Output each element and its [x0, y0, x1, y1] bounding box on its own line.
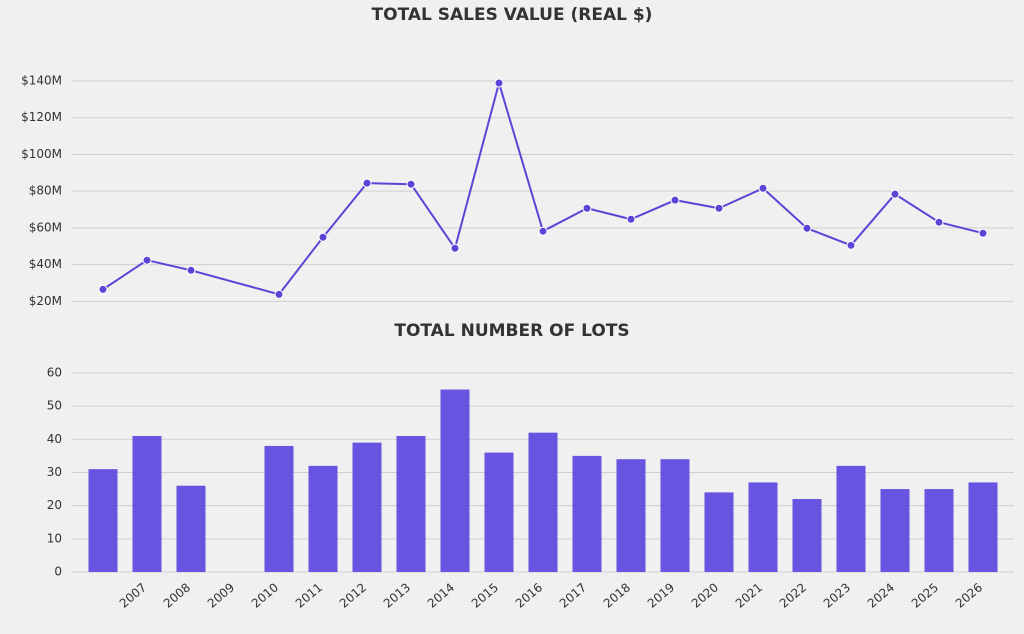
bar [484, 452, 514, 572]
y-tick-label: 0 [54, 565, 62, 579]
line-segment [146, 259, 192, 272]
point [714, 203, 724, 213]
y-tick-label: $60M [29, 220, 62, 234]
point [98, 284, 108, 294]
y-tick-label: 40 [47, 432, 62, 446]
x-tick-label: 2021 [733, 580, 765, 610]
x-tick-label: 2012 [337, 580, 369, 610]
point [318, 232, 328, 242]
line-segment [894, 193, 940, 224]
point [406, 179, 416, 189]
point [538, 226, 548, 236]
bar [616, 459, 646, 572]
bar [704, 492, 734, 572]
bar [528, 432, 558, 572]
x-tick-label: 2013 [381, 580, 413, 610]
point [450, 243, 460, 253]
x-tick-label: 2011 [293, 580, 325, 610]
chart-title: TOTAL NUMBER OF LOTS [394, 321, 629, 341]
x-tick-label: 2010 [249, 580, 281, 610]
x-tick-label: 2020 [689, 580, 721, 610]
line-segment [322, 182, 368, 238]
point [494, 78, 504, 88]
line-segment [674, 199, 720, 210]
line-segment [850, 193, 896, 246]
x-tick-label: 2009 [205, 580, 237, 610]
x-tick-label: 2023 [821, 580, 853, 610]
y-tick-label: 50 [47, 399, 62, 413]
x-tick-label: 2016 [513, 580, 545, 610]
point [802, 223, 812, 233]
y-tick-label: $20M [29, 294, 62, 308]
line-segment [542, 207, 588, 233]
point [934, 217, 944, 227]
bar [968, 482, 998, 572]
bar [88, 469, 118, 572]
y-tick-label: 10 [47, 531, 62, 545]
line-segment [190, 269, 280, 296]
x-tick-label: 2015 [469, 580, 501, 610]
x-tick-label: 2024 [865, 580, 897, 610]
line-segment [718, 187, 764, 210]
bar [396, 435, 426, 572]
bar [264, 445, 294, 572]
y-tick-label: 60 [47, 365, 62, 379]
point [846, 240, 856, 250]
bar [924, 489, 954, 572]
chart-title: TOTAL SALES VALUE (REAL $) [372, 5, 653, 25]
x-tick-label: 2026 [953, 580, 985, 610]
line-segment [366, 182, 412, 186]
line-segment [498, 82, 544, 232]
bar [660, 459, 690, 572]
line-segment [278, 236, 324, 295]
bar [440, 389, 470, 572]
bar [176, 485, 206, 572]
line-segment [454, 82, 500, 249]
bar [836, 465, 866, 572]
x-tick-label: 2014 [425, 580, 457, 610]
bar [308, 465, 338, 572]
point [274, 289, 284, 299]
point [582, 203, 592, 213]
point [758, 183, 768, 193]
bar [748, 482, 778, 572]
x-tick-label: 2018 [601, 580, 633, 610]
bar [572, 455, 602, 572]
point [626, 214, 636, 224]
y-tick-label: $40M [29, 257, 62, 271]
x-tick-label: 2007 [117, 580, 149, 610]
y-tick-label: 20 [47, 498, 62, 512]
y-tick-label: $100M [21, 147, 62, 161]
x-tick-label: 2022 [777, 580, 809, 610]
bar [880, 489, 910, 572]
point [890, 189, 900, 199]
line-segment [410, 183, 456, 249]
point [186, 265, 196, 275]
x-tick-label: 2025 [909, 580, 941, 610]
y-tick-label: $120M [21, 110, 62, 124]
y-tick-label: $80M [29, 184, 62, 198]
x-tick-label: 2008 [161, 580, 193, 610]
line-segment [938, 221, 984, 235]
x-tick-label: 2019 [645, 580, 677, 610]
bar [792, 499, 822, 572]
point [142, 255, 152, 265]
line-segment [586, 207, 632, 221]
point [362, 178, 372, 188]
point [670, 195, 680, 205]
line-segment [102, 259, 148, 291]
line-segment [806, 227, 852, 247]
point [978, 228, 988, 238]
y-tick-label: 30 [47, 465, 62, 479]
bar [132, 435, 162, 572]
y-tick-label: $140M [21, 74, 62, 88]
line-segment [630, 199, 676, 221]
line-segment [762, 187, 808, 229]
x-tick-label: 2017 [557, 580, 589, 610]
bar [352, 442, 382, 572]
